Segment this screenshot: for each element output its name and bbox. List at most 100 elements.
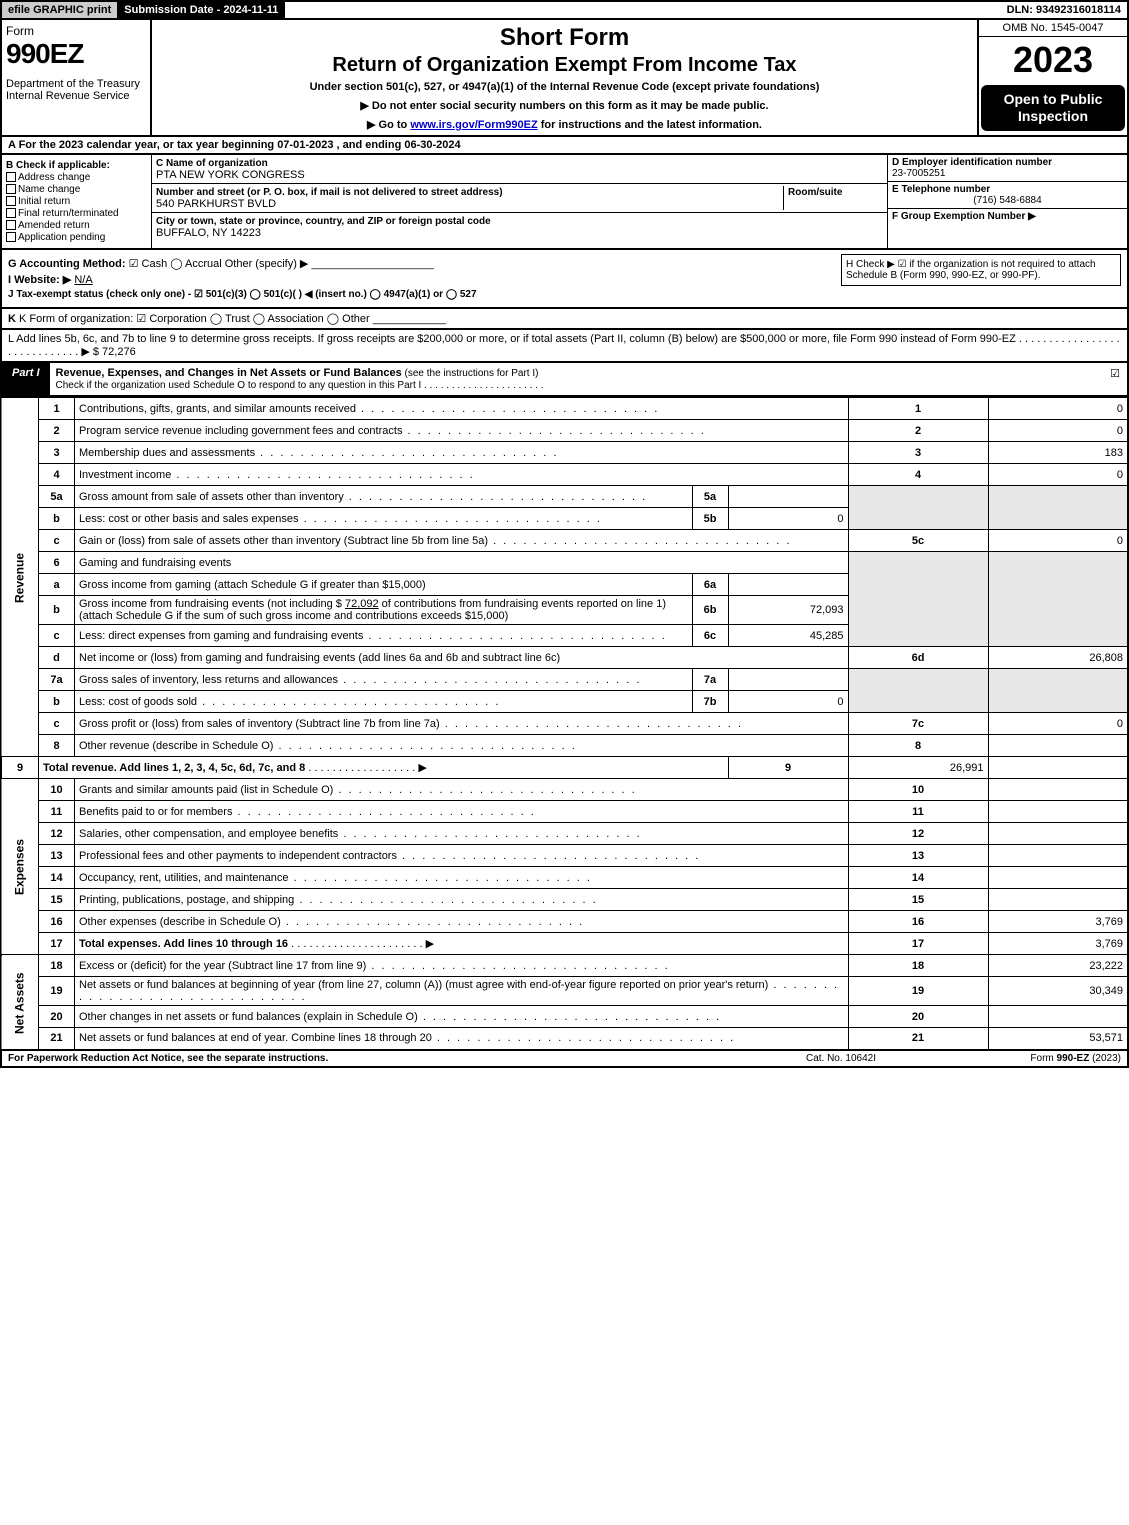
line-18: Net Assets 18Excess or (deficit) for the… — [1, 955, 1128, 977]
dln-label: DLN: 93492316018114 — [1001, 2, 1127, 18]
opt-amended-return: Amended return — [18, 220, 90, 231]
line-7a-sub: 7a — [692, 669, 728, 691]
ssn-warning: ▶ Do not enter social security numbers o… — [156, 99, 973, 112]
l-text: L Add lines 5b, 6c, and 7b to line 9 to … — [8, 333, 1120, 358]
omb-number: OMB No. 1545-0047 — [979, 20, 1127, 37]
line-7a: 7aGross sales of inventory, less returns… — [1, 669, 1128, 691]
efile-print-button[interactable]: efile GRAPHIC print — [2, 2, 118, 18]
line-2-desc: Program service revenue including govern… — [75, 420, 849, 442]
line-5b-subval: 0 — [728, 508, 848, 530]
chk-amended-return[interactable] — [6, 220, 16, 230]
org-name: PTA NEW YORK CONGRESS — [156, 169, 305, 181]
part1-sub: Check if the organization used Schedule … — [56, 380, 544, 391]
line-6c-sub: 6c — [692, 625, 728, 647]
chk-address-change[interactable] — [6, 172, 16, 182]
line-9-desc: Total revenue. Add lines 1, 2, 3, 4, 5c,… — [39, 757, 729, 779]
line-20-desc: Other changes in net assets or fund bala… — [75, 1006, 849, 1028]
line-12-val — [988, 823, 1128, 845]
line-14-val — [988, 867, 1128, 889]
tax-year-range: A For the 2023 calendar year, or tax yea… — [0, 137, 1129, 155]
line-11: 11Benefits paid to or for members11 — [1, 801, 1128, 823]
website-value: N/A — [74, 274, 92, 286]
cat-number: Cat. No. 10642I — [741, 1053, 941, 1064]
line-8: 8Other revenue (describe in Schedule O)8 — [1, 735, 1128, 757]
line-5a-desc: Gross amount from sale of assets other t… — [75, 486, 693, 508]
line-5c-val: 0 — [988, 530, 1128, 552]
ein-value: 23-7005251 — [892, 168, 945, 179]
line-5b-desc: Less: cost or other basis and sales expe… — [75, 508, 693, 530]
line-6-desc: Gaming and fundraising events — [75, 552, 849, 574]
line-4-desc: Investment income — [75, 464, 849, 486]
line-15-val — [988, 889, 1128, 911]
section-ghij: H Check ▶ ☑ if the organization is not r… — [0, 250, 1129, 309]
top-bar: efile GRAPHIC print Submission Date - 20… — [0, 0, 1129, 20]
line-18-desc: Excess or (deficit) for the year (Subtra… — [75, 955, 849, 977]
line-6b-subval: 72,093 — [728, 596, 848, 625]
line-5a: 5aGross amount from sale of assets other… — [1, 486, 1128, 508]
line-7b-desc: Less: cost of goods sold — [75, 691, 693, 713]
line-2-val: 0 — [988, 420, 1128, 442]
line-11-desc: Benefits paid to or for members — [75, 801, 849, 823]
opt-initial-return: Initial return — [18, 196, 70, 207]
chk-name-change[interactable] — [6, 184, 16, 194]
chk-final-return[interactable] — [6, 208, 16, 218]
line-5c-desc: Gain or (loss) from sale of assets other… — [75, 530, 849, 552]
line-13-val — [988, 845, 1128, 867]
line-5b-sub: 5b — [692, 508, 728, 530]
side-net-assets: Net Assets — [1, 955, 39, 1050]
part1-checkbox[interactable]: ☑ — [1103, 363, 1127, 395]
line-6: 6Gaming and fundraising events — [1, 552, 1128, 574]
opt-application-pending: Application pending — [18, 232, 105, 243]
section-b: B Check if applicable: Address change Na… — [2, 155, 152, 248]
short-form-label: Short Form — [156, 24, 973, 52]
form-meta-block: OMB No. 1545-0047 2023 Open to Public In… — [977, 20, 1127, 135]
line-6a-desc: Gross income from gaming (attach Schedul… — [75, 574, 693, 596]
chk-initial-return[interactable] — [6, 196, 16, 206]
paperwork-notice: For Paperwork Reduction Act Notice, see … — [8, 1053, 741, 1064]
city-label: City or town, state or province, country… — [156, 216, 491, 227]
line-4-val: 0 — [988, 464, 1128, 486]
page-footer: For Paperwork Reduction Act Notice, see … — [0, 1051, 1129, 1068]
form-title-block: Short Form Return of Organization Exempt… — [152, 20, 977, 135]
line-13-desc: Professional fees and other payments to … — [75, 845, 849, 867]
line-7a-desc: Gross sales of inventory, less returns a… — [75, 669, 693, 691]
line-3: 3Membership dues and assessments3183 — [1, 442, 1128, 464]
line-15-desc: Printing, publications, postage, and shi… — [75, 889, 849, 911]
form-word: Form — [6, 24, 146, 38]
line-11-val — [988, 801, 1128, 823]
submission-date-label: Submission Date - 2024-11-11 — [118, 2, 285, 18]
side-expenses: Expenses — [1, 779, 39, 955]
line-21-desc: Net assets or fund balances at end of ye… — [75, 1028, 849, 1050]
j-label: J Tax-exempt status (check only one) - ☑… — [8, 289, 477, 300]
line-8-val — [988, 735, 1128, 757]
g-label: G Accounting Method: — [8, 258, 126, 270]
line-17-val: 3,769 — [988, 933, 1128, 955]
line-7b-subval: 0 — [728, 691, 848, 713]
line-20-val — [988, 1006, 1128, 1028]
line-6b-pre: Gross income from fundraising events (no… — [79, 598, 345, 610]
room-label: Room/suite — [788, 187, 842, 198]
line-20: 20Other changes in net assets or fund ba… — [1, 1006, 1128, 1028]
note2-pre: ▶ Go to — [367, 119, 410, 131]
line-10-desc: Grants and similar amounts paid (list in… — [75, 779, 849, 801]
g-options: ☑ Cash ◯ Accrual Other (specify) ▶ _____… — [129, 258, 434, 270]
line-14-desc: Occupancy, rent, utilities, and maintena… — [75, 867, 849, 889]
line-12-desc: Salaries, other compensation, and employ… — [75, 823, 849, 845]
opt-final-return: Final return/terminated — [18, 208, 119, 219]
section-c: C Name of organization PTA NEW YORK CONG… — [152, 155, 887, 248]
section-h: H Check ▶ ☑ if the organization is not r… — [841, 254, 1121, 286]
section-k: K K Form of organization: ☑ Corporation … — [0, 309, 1129, 330]
side-revenue: Revenue — [1, 398, 39, 757]
line-21-val: 53,571 — [988, 1028, 1128, 1050]
part1-table: Revenue 1Contributions, gifts, grants, a… — [0, 397, 1129, 1051]
line-6b-desc: Gross income from fundraising events (no… — [75, 596, 693, 625]
part1-title-note: (see the instructions for Part I) — [402, 368, 539, 379]
part1-title: Revenue, Expenses, and Changes in Net As… — [56, 367, 402, 379]
tax-year: 2023 — [979, 37, 1127, 83]
irs-link[interactable]: www.irs.gov/Form990EZ — [410, 119, 537, 131]
chk-application-pending[interactable] — [6, 232, 16, 242]
city-value: BUFFALO, NY 14223 — [156, 227, 261, 239]
line-3-desc: Membership dues and assessments — [75, 442, 849, 464]
line-9-val: 26,991 — [848, 757, 988, 779]
line-13: 13Professional fees and other payments t… — [1, 845, 1128, 867]
